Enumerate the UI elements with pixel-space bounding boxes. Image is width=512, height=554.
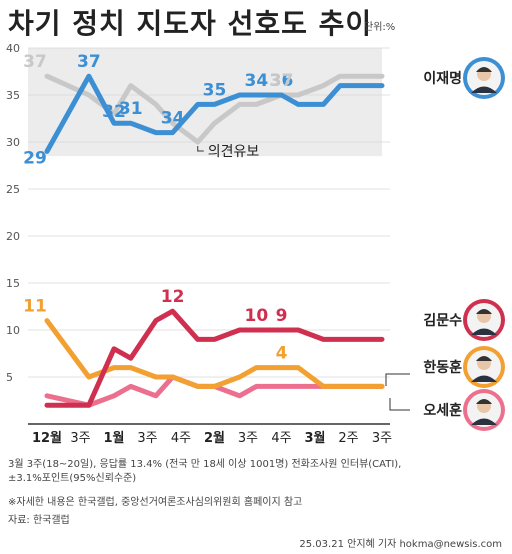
data-label-2-1: 10 bbox=[245, 306, 269, 326]
x-tick-label-2: 1월 bbox=[103, 430, 124, 446]
data-label-0-1: 37 bbox=[77, 52, 101, 72]
data-label-0-0: 29 bbox=[23, 148, 47, 168]
data-label-2-0: 12 bbox=[161, 287, 185, 307]
x-tick-label-0: 12월 bbox=[32, 430, 62, 446]
legend-label-2: 김문수 bbox=[423, 312, 462, 329]
unit-label: 단위:% bbox=[364, 22, 396, 33]
avatar-body-3 bbox=[471, 375, 497, 382]
avatar-hair-4 bbox=[476, 399, 492, 404]
x-tick-label-4: 4주 bbox=[171, 431, 191, 446]
data-label-3-0: 11 bbox=[23, 297, 47, 317]
avatar-body-0 bbox=[471, 86, 497, 93]
series-line-2 bbox=[44, 308, 385, 408]
avatar-hair-2 bbox=[476, 309, 492, 314]
data-label-1-0: 37 bbox=[23, 52, 47, 72]
avatar-body-2 bbox=[471, 328, 497, 335]
y-tick-label-5: 5 bbox=[6, 371, 13, 384]
x-tick-label-9: 2주 bbox=[338, 431, 358, 446]
y-tick-label-10: 10 bbox=[6, 324, 20, 337]
data-label-0-3: 31 bbox=[119, 99, 143, 119]
data-label-0-5: 35 bbox=[203, 80, 227, 100]
legend-leader-osh bbox=[389, 398, 410, 411]
x-tick-label-6: 3주 bbox=[238, 431, 258, 446]
y-tick-label-35: 35 bbox=[6, 89, 20, 102]
avatar-body-4 bbox=[471, 418, 497, 425]
source-note: 자료: 한국갤럽 bbox=[8, 515, 70, 526]
x-tick-label-5: 2월 bbox=[204, 430, 225, 446]
byline: 25.03.21 안지혜 기자 hokma@newsis.com bbox=[299, 539, 502, 550]
reference-footnote: ※자세한 내용은 한국갤럽, 중앙선거여론조사심의위원회 홈페이지 참고 bbox=[8, 497, 303, 508]
margin-footnote: ±3.1%포인트(95%신뢰수준) bbox=[8, 473, 137, 484]
y-tick-label-20: 20 bbox=[6, 230, 20, 243]
legend-label-4: 오세훈 bbox=[423, 402, 462, 419]
data-label-0-7: 36 bbox=[270, 71, 294, 91]
x-tick-label-10: 3주 bbox=[372, 431, 392, 446]
y-tick-label-25: 25 bbox=[6, 183, 20, 196]
data-label-1-1: 37 bbox=[270, 71, 294, 91]
series-line-1 bbox=[44, 73, 385, 145]
x-tick-label-8: 3월 bbox=[304, 430, 325, 446]
avatar-hair-3 bbox=[476, 356, 492, 361]
annotation-leader bbox=[197, 146, 204, 152]
data-label-2-2: 9 bbox=[276, 306, 288, 326]
legend-leader-hdh bbox=[385, 373, 410, 386]
data-label-0-6: 34 bbox=[245, 71, 269, 91]
chart-title: 차기 정치 지도자 선호도 추이 bbox=[8, 7, 373, 40]
series-line-0 bbox=[44, 73, 385, 154]
y-tick-label-30: 30 bbox=[6, 136, 20, 149]
annotation-undecided: 의견유보 bbox=[208, 144, 260, 160]
legend-label-3: 한동훈 bbox=[423, 359, 462, 376]
series-line-3 bbox=[44, 318, 385, 389]
data-label-0-2: 32 bbox=[102, 102, 126, 122]
avatar-hair-0 bbox=[476, 67, 492, 72]
x-tick-label-1: 3주 bbox=[70, 431, 90, 446]
x-tick-label-7: 4주 bbox=[271, 431, 291, 446]
legend-label-0: 이재명 bbox=[423, 70, 462, 87]
data-label-0-4: 34 bbox=[161, 109, 185, 129]
data-label-3-1: 4 bbox=[276, 344, 288, 364]
y-tick-label-40: 40 bbox=[6, 42, 20, 55]
y-tick-label-15: 15 bbox=[6, 277, 20, 290]
x-tick-label-3: 3주 bbox=[137, 431, 157, 446]
survey-footnote: 3월 3주(18~20일), 응답률 13.4% (전국 만 18세 이상 10… bbox=[8, 459, 402, 470]
